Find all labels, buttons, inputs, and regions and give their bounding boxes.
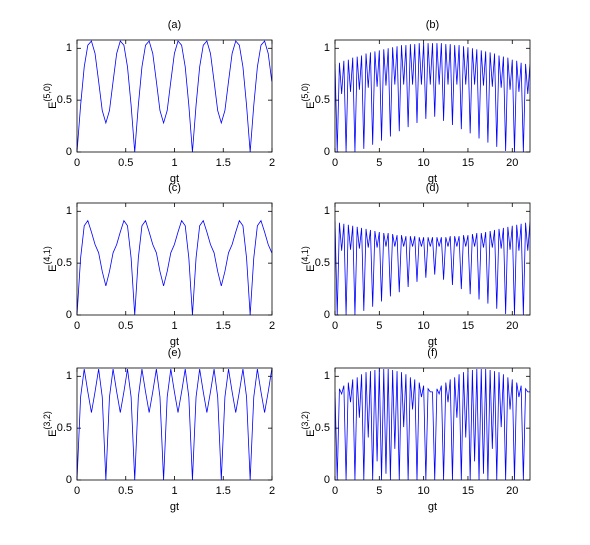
y-tick-label: 1 (324, 205, 330, 217)
y-tick-label: 0 (324, 309, 330, 321)
x-tick-label: 15 (462, 157, 474, 169)
subplot-title: (d) (426, 182, 439, 194)
subplot-title: (b) (426, 19, 439, 31)
subplot-title: (c) (168, 182, 181, 194)
y-axis-label: E(5,0) (300, 83, 317, 109)
axes-box (334, 202, 531, 316)
data-line (335, 369, 530, 480)
x-tick-label: 1.5 (216, 157, 231, 169)
x-axis-label: gt (170, 501, 179, 513)
data-line (77, 368, 272, 480)
y-tick-label: 0.5 (57, 94, 72, 106)
x-axis-label: gt (170, 336, 179, 348)
x-tick-label: 20 (506, 157, 518, 169)
axes-box (334, 39, 531, 153)
y-tick-label: 0 (66, 474, 72, 486)
y-tick-label: 0.5 (315, 257, 330, 269)
y-tick-label: 0 (66, 146, 72, 158)
x-tick-label: 5 (376, 320, 382, 332)
axes-box (76, 202, 273, 316)
x-tick-label: 10 (418, 485, 430, 497)
subplot: (e) gt E(3,2) 0 0.5 1 1.5 2 0 0.5 1 (42, 347, 275, 513)
y-tick-label: 0 (324, 146, 330, 158)
y-axis-label-sup: (4,1) (300, 246, 310, 265)
subplot: (c) gt E(4,1) 0 0.5 1 1.5 2 0 0.5 1 (42, 182, 275, 348)
x-tick-label: 1 (171, 320, 177, 332)
subplot: (b) gt E(5,0) 0 5 10 15 20 0 0.5 1 (300, 19, 531, 185)
y-axis-label: E(4,1) (42, 246, 59, 272)
y-axis-label: E(5,0) (42, 83, 59, 109)
x-tick-label: 0.5 (118, 157, 133, 169)
x-tick-label: 20 (506, 320, 518, 332)
y-axis-label-sup: (5,0) (42, 83, 52, 102)
y-tick-label: 0.5 (315, 422, 330, 434)
y-axis-label-base: E (305, 430, 317, 437)
data-line (77, 219, 272, 315)
x-tick-label: 0.5 (118, 320, 133, 332)
y-tick-label: 0 (324, 474, 330, 486)
x-tick-label: 1.5 (216, 320, 231, 332)
data-line (335, 43, 530, 152)
y-tick-label: 0.5 (315, 94, 330, 106)
x-tick-label: 0.5 (118, 485, 133, 497)
subplot-title: (a) (168, 19, 181, 31)
x-axis-label: gt (170, 173, 179, 185)
subplot-title: (f) (427, 347, 437, 359)
subplot: (f) gt E(3,2) 0 5 10 15 20 0 0.5 1 (300, 347, 531, 513)
x-tick-label: 1 (171, 485, 177, 497)
x-tick-label: 10 (418, 320, 430, 332)
y-axis-label: E(3,2) (42, 411, 59, 437)
x-axis-label: gt (428, 336, 437, 348)
subplot-title: (e) (168, 347, 181, 359)
x-tick-label: 2 (269, 157, 275, 169)
x-tick-label: 2 (269, 485, 275, 497)
y-axis-label-base: E (47, 102, 59, 109)
x-axis-label: gt (428, 501, 437, 513)
x-tick-label: 15 (462, 320, 474, 332)
y-tick-label: 1 (66, 370, 72, 382)
x-tick-label: 0 (332, 485, 338, 497)
x-tick-label: 0 (332, 320, 338, 332)
y-tick-label: 1 (324, 42, 330, 54)
y-tick-label: 0 (66, 309, 72, 321)
x-tick-label: 20 (506, 485, 518, 497)
y-axis-label-sup: (4,1) (42, 246, 52, 265)
y-tick-label: 1 (66, 42, 72, 54)
axes-box (76, 367, 273, 481)
y-axis-label-base: E (305, 265, 317, 272)
x-tick-label: 0 (74, 320, 80, 332)
data-line (77, 40, 272, 152)
axes-box (76, 39, 273, 153)
x-tick-label: 1 (171, 157, 177, 169)
x-tick-label: 5 (376, 485, 382, 497)
y-tick-label: 1 (324, 370, 330, 382)
x-tick-label: 2 (269, 320, 275, 332)
data-line (335, 221, 530, 315)
y-tick-label: 0.5 (57, 257, 72, 269)
y-axis-label-sup: (3,2) (300, 411, 310, 430)
x-tick-label: 0 (332, 157, 338, 169)
y-axis-label-base: E (47, 430, 59, 437)
axes-box (334, 367, 531, 481)
subplot: (a) gt E(5,0) 0 0.5 1 1.5 2 0 0.5 1 (42, 19, 275, 185)
x-tick-label: 15 (462, 485, 474, 497)
x-tick-label: 10 (418, 157, 430, 169)
y-axis-label-sup: (3,2) (42, 411, 52, 430)
x-tick-label: 5 (376, 157, 382, 169)
subplot: (d) gt E(4,1) 0 5 10 15 20 0 0.5 1 (300, 182, 531, 348)
y-tick-label: 0.5 (57, 422, 72, 434)
y-axis-label-base: E (305, 102, 317, 109)
x-axis-label: gt (428, 173, 437, 185)
x-tick-label: 0 (74, 485, 80, 497)
y-axis-label-base: E (47, 265, 59, 272)
y-axis-label-sup: (5,0) (300, 83, 310, 102)
x-tick-label: 1.5 (216, 485, 231, 497)
y-axis-label: E(4,1) (300, 246, 317, 272)
y-tick-label: 1 (66, 205, 72, 217)
y-axis-label: E(3,2) (300, 411, 317, 437)
x-tick-label: 0 (74, 157, 80, 169)
